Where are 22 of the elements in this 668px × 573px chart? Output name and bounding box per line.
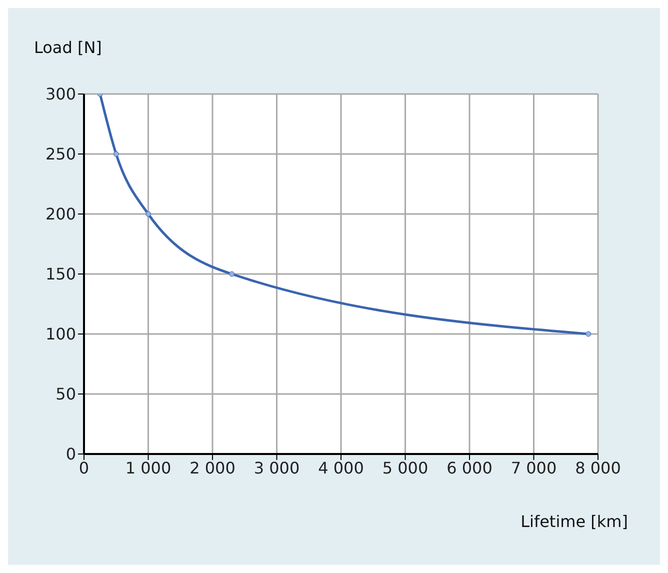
y-tick-label: 200 [45, 204, 76, 224]
x-tick-label: 4 000 [318, 458, 364, 478]
y-tick-label: 300 [45, 84, 76, 104]
point [586, 331, 592, 337]
y-tick-label: 100 [45, 324, 76, 344]
x-tick-label: 6 000 [446, 458, 492, 478]
x-tick-label: 8 000 [575, 458, 621, 478]
point [146, 211, 151, 217]
x-tick-label: 7 000 [510, 458, 557, 478]
x-tick-label: 5 000 [382, 458, 428, 478]
x-axis-title: Lifetime [km] [520, 512, 628, 531]
y-tick-label: 150 [45, 264, 76, 284]
x-tick-label: 2 000 [190, 458, 236, 478]
y-tick-label: 50 [56, 384, 76, 404]
y-axis-title: Load [N] [34, 38, 102, 57]
point [229, 271, 235, 277]
x-tick-label: 0 [78, 458, 90, 478]
point [113, 151, 119, 157]
y-tick-label: 0 [66, 444, 76, 464]
x-tick-label: 3 000 [254, 458, 300, 478]
y-tick-label: 250 [45, 144, 76, 164]
x-tick-label: 1 000 [125, 458, 172, 478]
